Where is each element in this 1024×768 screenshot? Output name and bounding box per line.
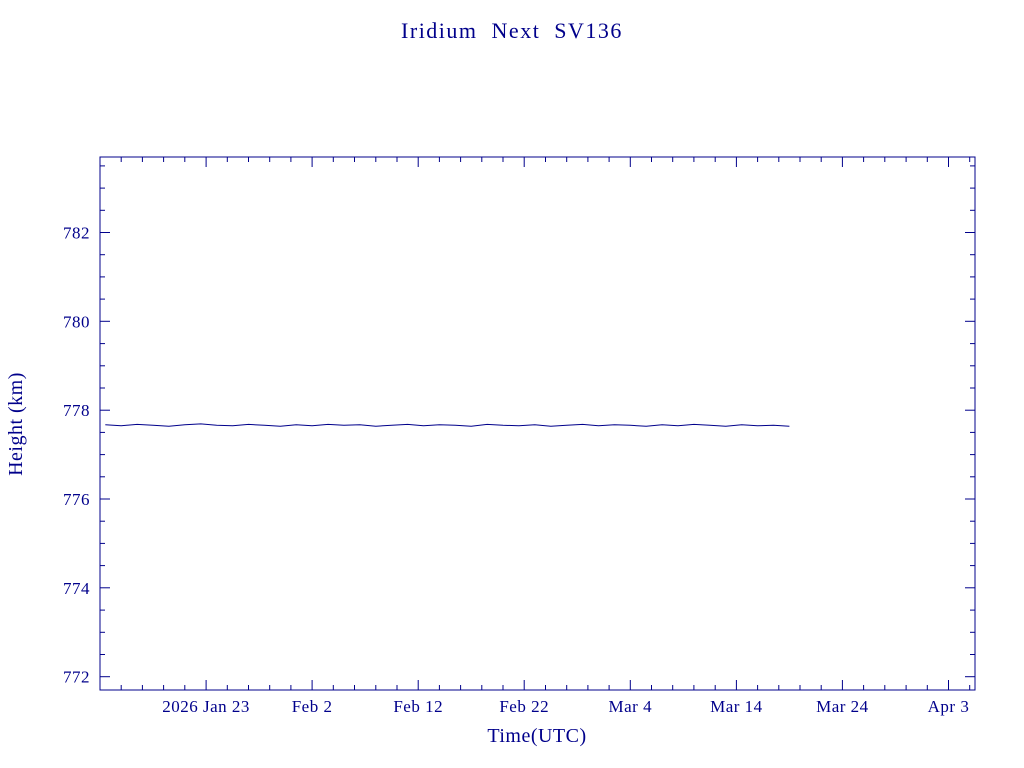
data-series [105,423,790,427]
y-tick-label: 782 [63,224,90,243]
chart-title: Iridium Next SV136 [401,18,623,43]
x-tick-label: Mar 14 [710,697,763,716]
tick-labels: 2026 Jan 23 Feb 2 Feb 12 Feb 22 Mar 4 Mar 14 M… [63,224,969,717]
x-tick-label: 2026 Jan 23 [162,697,250,716]
x-tick-label: Feb 2 [292,697,333,716]
x-tick-label: Feb 12 [393,697,443,716]
plot-frame [99,156,976,691]
x-tick-label: Apr 3 [928,697,970,716]
y-tick-label: 776 [63,490,90,509]
x-tick-label: Feb 22 [499,697,549,716]
y-tick-label: 774 [63,579,90,598]
y-axis-title: Height (km) [5,372,27,476]
y-tick-label: 778 [63,401,90,420]
x-axis-title: Time(UTC) [487,725,586,747]
x-tick-label: Mar 24 [816,697,869,716]
y-tick-label: 780 [63,312,90,331]
axis-ticks [100,157,975,690]
y-tick-label: 772 [63,668,90,687]
height-line [105,423,790,427]
x-tick-label: Mar 4 [609,697,653,716]
